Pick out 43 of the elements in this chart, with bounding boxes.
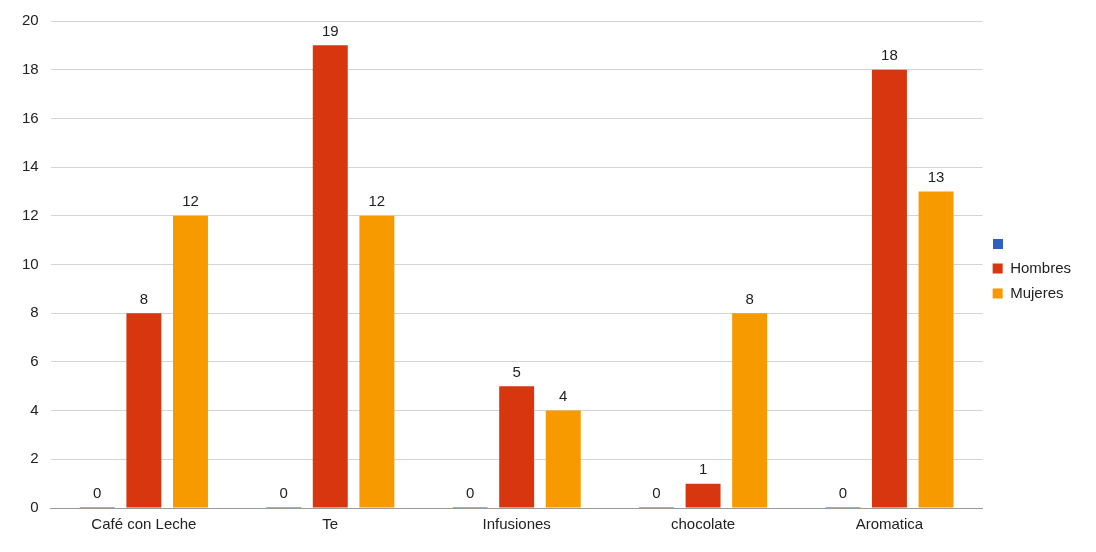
y-tick-label: 8 [30, 303, 39, 321]
data-label: 19 [321, 21, 339, 39]
bar [732, 313, 768, 508]
y-tick-label: 4 [30, 400, 39, 418]
bar [918, 191, 954, 508]
y-tick-label: 6 [30, 352, 39, 370]
data-label: 12 [182, 192, 199, 210]
data-label: 1 [698, 460, 708, 478]
data-label: 0 [279, 483, 288, 501]
x-tick-label: Café con Leche [91, 515, 197, 533]
bar [359, 215, 395, 508]
data-label: 13 [927, 168, 945, 186]
y-tick-label: 20 [22, 11, 39, 29]
y-tick-label: 2 [30, 449, 39, 467]
data-label: 8 [139, 289, 149, 307]
y-tick-label: 16 [22, 108, 39, 126]
x-tick-label: chocolate [670, 515, 736, 533]
y-tick-label: 14 [22, 157, 39, 175]
y-tick-label: 0 [30, 498, 39, 516]
y-tick-label: 12 [22, 205, 39, 223]
x-tick-label: Te [322, 515, 339, 533]
data-label: 0 [838, 483, 848, 501]
bar [545, 410, 581, 508]
data-label: 4 [559, 387, 568, 405]
y-tick-label: 10 [22, 254, 39, 272]
data-label: 8 [745, 289, 754, 307]
bar [312, 45, 348, 508]
x-tick-label: Infusiones [482, 515, 551, 533]
y-tick-label: 18 [22, 59, 39, 77]
data-label: 0 [93, 483, 102, 501]
bar [871, 69, 907, 508]
data-label: 5 [512, 362, 521, 380]
data-label: 18 [881, 46, 898, 64]
data-label: 12 [368, 192, 386, 210]
bar [173, 215, 208, 508]
bar [126, 313, 162, 508]
bar [685, 483, 721, 508]
legend-label: Hombres [1010, 258, 1072, 276]
x-tick-label: Aromatica [855, 515, 924, 533]
bar [499, 386, 535, 508]
data-label: 0 [465, 483, 475, 501]
data-label: 0 [652, 483, 661, 501]
legend-label: Mujeres [1010, 283, 1064, 301]
